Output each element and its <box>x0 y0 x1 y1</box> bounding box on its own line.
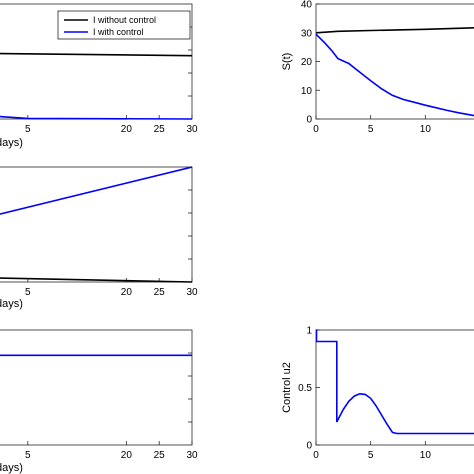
x-tick-label: 20 <box>121 124 133 135</box>
series-line-1 <box>316 33 474 117</box>
series-line-0 <box>0 166 192 215</box>
chart-bottom-left: 5 20 25 30 days) <box>0 329 198 474</box>
x-tick-label: 30 <box>186 450 198 461</box>
x-tick-label: 5 <box>368 450 374 461</box>
y-tick-label: 30 <box>301 28 313 39</box>
x-tick-label: 20 <box>121 287 133 298</box>
series-line-1 <box>0 115 192 120</box>
x-tick-label: 5 <box>25 124 31 135</box>
y-axis-label: S(t) <box>281 53 293 71</box>
plot-frame <box>315 3 474 120</box>
series-line-1 <box>0 277 192 283</box>
legend-box <box>57 10 191 40</box>
x-axis-label: days) <box>0 298 23 310</box>
x-tick-label: 5 <box>368 124 374 135</box>
plot-frame <box>315 329 474 446</box>
series-line-0 <box>316 26 474 34</box>
y-axis-label: Control u2 <box>281 362 293 413</box>
x-tick-label: 20 <box>121 450 133 461</box>
legend-entry: I with control <box>93 27 144 37</box>
x-axis-label: days) <box>0 462 23 474</box>
x-tick-label: 25 <box>154 450 166 461</box>
series-line-0 <box>0 52 192 57</box>
x-tick-label: 5 <box>25 450 31 461</box>
plot-frame <box>0 166 193 283</box>
legend: I without control I with control <box>57 10 191 40</box>
y-tick-label: 40 <box>301 0 313 11</box>
y-tick-label: 0.5 <box>298 383 312 394</box>
x-tick-label: 10 <box>420 124 432 135</box>
x-tick-label: 30 <box>186 287 198 298</box>
x-tick-label: 0 <box>313 124 319 135</box>
chart-middle-left: 5 20 25 30 days) <box>0 166 198 310</box>
y-tick-label: 0 <box>306 115 312 126</box>
y-tick-label: 10 <box>301 86 313 97</box>
chart-S: 0 5 10 0 10 20 30 40 S(t) <box>281 0 474 135</box>
x-tick-label: 5 <box>25 287 31 298</box>
y-tick-label: 0 <box>306 441 312 452</box>
plot-frame <box>0 329 193 446</box>
x-axis-label: days) <box>0 137 23 149</box>
x-tick-label: 30 <box>186 124 198 135</box>
y-tick-label: 1 <box>306 326 312 337</box>
x-tick-label: 10 <box>420 450 432 461</box>
chart-u2: 0 5 10 0 0.5 1 Control u2 <box>281 326 474 461</box>
series-line-0 <box>316 329 474 435</box>
x-tick-label: 25 <box>154 124 166 135</box>
chart-I: 5 20 25 30 days) I without control I with cont… <box>0 3 198 149</box>
legend-entry: I without control <box>93 15 156 25</box>
x-tick-label: 0 <box>313 450 319 461</box>
y-tick-label: 20 <box>301 57 313 68</box>
x-tick-label: 25 <box>154 287 166 298</box>
